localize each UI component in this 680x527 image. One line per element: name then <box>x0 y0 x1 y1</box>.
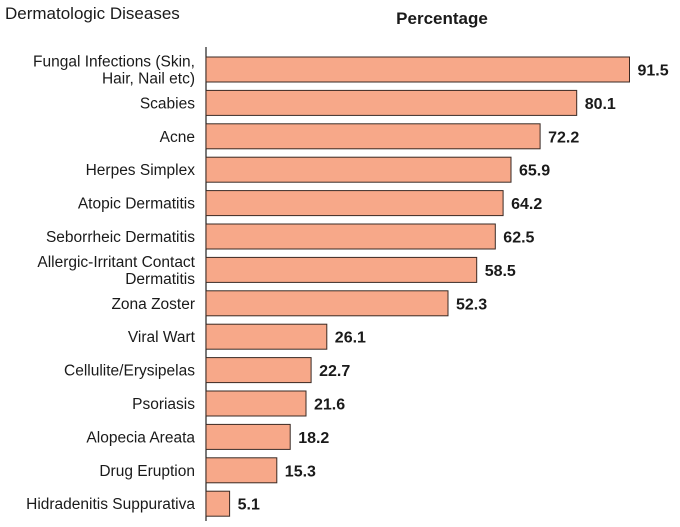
data-label: 5.1 <box>238 497 260 514</box>
bar <box>205 256 478 283</box>
data-label: 52.3 <box>456 296 487 313</box>
bar <box>205 423 291 450</box>
data-label: 65.9 <box>519 163 550 180</box>
category-label: Hair, Nail etc) <box>102 71 195 88</box>
bar <box>205 156 512 183</box>
bar <box>205 56 630 83</box>
bar <box>205 357 312 384</box>
data-label: 21.6 <box>314 397 345 414</box>
bar <box>205 190 504 217</box>
category-label: Allergic-Irritant Contact <box>37 254 195 271</box>
y-axis-title: Dermatologic Diseases <box>5 4 180 23</box>
category-label: Viral Wart <box>128 329 196 346</box>
data-label: 58.5 <box>485 263 516 280</box>
bar <box>205 323 328 350</box>
data-label: 22.7 <box>319 363 350 380</box>
category-label: Dermatitis <box>125 271 195 288</box>
category-label: Alopecia Areata <box>86 429 195 446</box>
data-label: 26.1 <box>335 330 366 347</box>
category-label: Drug Eruption <box>99 463 195 480</box>
category-label: Psoriasis <box>132 396 195 413</box>
category-label: Seborrheic Dermatitis <box>46 229 195 246</box>
data-label: 91.5 <box>638 63 669 80</box>
data-label: 62.5 <box>503 230 534 247</box>
bar <box>205 223 496 250</box>
bar <box>205 290 449 317</box>
bar <box>205 89 578 116</box>
category-label: Fungal Infections (Skin, <box>33 54 195 71</box>
bar <box>205 390 307 417</box>
category-label: Atopic Dermatitis <box>78 196 195 213</box>
data-label: 80.1 <box>585 96 616 113</box>
bar <box>205 123 541 150</box>
data-label: 72.2 <box>548 129 579 146</box>
category-label: Cellulite/Erysipelas <box>64 363 195 380</box>
category-label: Acne <box>160 129 195 146</box>
category-label: Hidradenitis Suppurativa <box>26 496 195 513</box>
bar <box>205 490 231 517</box>
category-label: Zona Zoster <box>111 296 195 313</box>
bar <box>205 457 278 484</box>
chart-title: Percentage <box>396 9 488 28</box>
data-label: 64.2 <box>511 196 542 213</box>
bar-series: Fungal Infections (Skin,Hair, Nail etc) 9… <box>26 54 669 517</box>
category-label: Scabies <box>140 95 195 112</box>
category-label: Herpes Simplex <box>86 162 196 179</box>
data-label: 18.2 <box>298 430 329 447</box>
data-label: 15.3 <box>285 463 316 480</box>
